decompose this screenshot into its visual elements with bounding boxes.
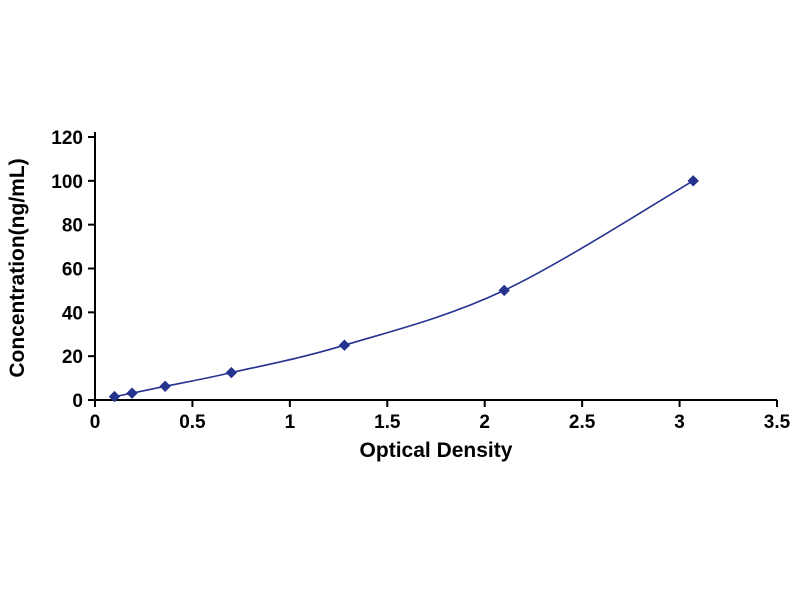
x-tick-label: 0 [90,412,101,433]
data-point-marker [687,175,699,187]
data-point-marker [126,387,138,399]
data-point-marker [338,339,351,351]
y-tick-label: 100 [51,172,83,193]
y-tick-label: 60 [62,260,83,281]
y-tick-label: 80 [62,216,83,237]
y-tick-label: 0 [72,391,83,412]
y-axis-title: Concentration(ng/mL) [6,158,29,377]
data-point-marker [225,366,238,379]
y-tick-label: 20 [62,347,83,368]
y-tick-label: 40 [62,303,83,324]
y-tick-label: 120 [51,128,83,149]
x-tick-label: 2.5 [569,412,596,433]
x-tick-label: 2 [479,412,490,433]
x-tick-label: 3 [674,412,685,433]
x-tick-label: 1 [285,412,296,433]
x-tick-label: 3.5 [764,412,791,433]
data-point-marker [159,380,171,393]
x-tick-label: 1.5 [374,412,401,433]
plot-area: 0 0.5 1 1.5 2 2.5 3 3.5 0 20 40 60 80 100 120 [51,128,790,433]
data-point-marker [498,284,510,297]
series-line [114,180,694,398]
x-axis-title: Optical Density [360,439,513,462]
x-tick-label: 0.5 [179,412,206,433]
data-point-marker [108,390,121,403]
